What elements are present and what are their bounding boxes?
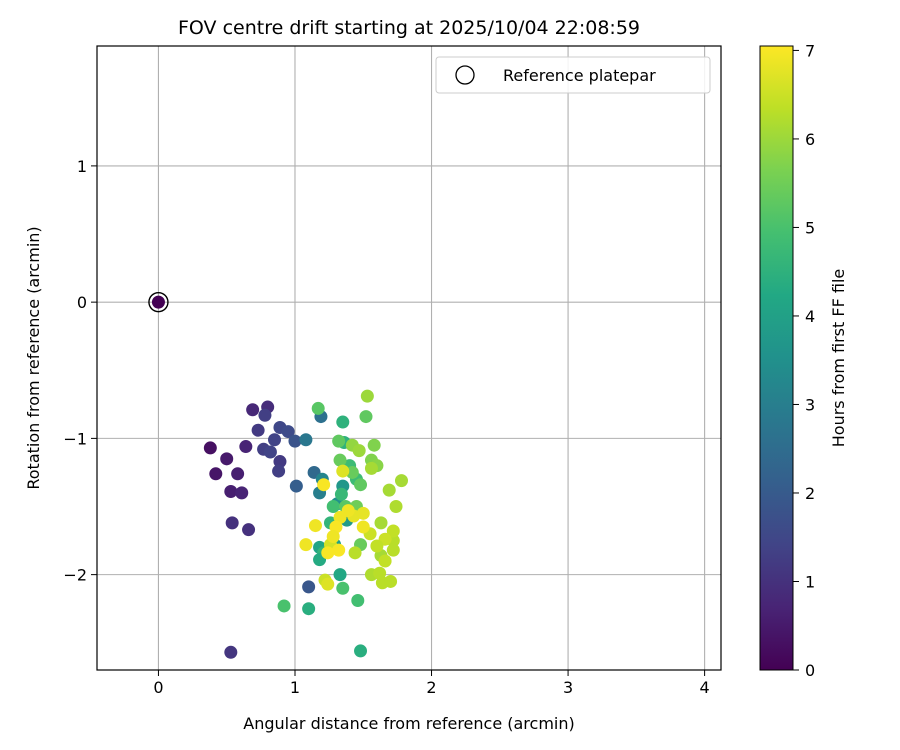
data-point xyxy=(370,539,384,553)
colorbar-tick-label: 3 xyxy=(805,395,815,414)
data-point xyxy=(203,441,217,455)
data-point xyxy=(373,566,387,580)
data-point xyxy=(235,486,249,500)
data-point xyxy=(384,574,398,588)
data-point xyxy=(289,479,303,493)
colorbar-tick-label: 0 xyxy=(805,661,815,680)
data-point xyxy=(246,403,260,417)
y-tick-label: −1 xyxy=(63,429,87,448)
x-tick-label: 4 xyxy=(700,678,710,697)
colorbar-tick-label: 2 xyxy=(805,484,815,503)
data-point xyxy=(333,568,347,582)
data-point xyxy=(336,581,350,595)
data-point xyxy=(251,423,265,437)
data-point xyxy=(231,467,245,481)
data-point xyxy=(272,464,286,478)
data-point xyxy=(308,519,322,533)
grid-layer xyxy=(97,46,721,670)
colorbar-gradient xyxy=(759,45,794,671)
y-axis-label: Rotation from reference (arcmin) xyxy=(24,226,43,489)
data-point xyxy=(332,543,346,557)
chart-title: FOV centre drift starting at 2025/10/04 … xyxy=(178,17,640,39)
data-point xyxy=(224,485,238,499)
data-point xyxy=(299,433,313,447)
x-tick-label: 3 xyxy=(563,678,573,697)
data-point xyxy=(311,401,325,415)
data-point xyxy=(281,425,295,439)
data-point xyxy=(224,645,238,659)
data-point xyxy=(360,389,374,403)
y-tick-label: 0 xyxy=(77,293,87,312)
colorbar-tick-label: 7 xyxy=(805,41,815,60)
y-tick-label: 1 xyxy=(77,157,87,176)
legend-label: Reference platepar xyxy=(503,66,656,85)
data-point xyxy=(302,580,316,594)
data-point xyxy=(332,434,346,448)
legend-marker-icon xyxy=(455,65,475,85)
colorbar-tick-label: 1 xyxy=(805,572,815,591)
data-point xyxy=(367,438,381,452)
colorbar: 0 1 2 3 4 5 6 7 Hours from first FF file xyxy=(759,41,848,680)
data-point xyxy=(386,543,400,557)
data-point xyxy=(263,445,277,459)
data-point xyxy=(378,554,392,568)
data-point xyxy=(321,577,335,591)
data-point xyxy=(354,478,368,492)
data-point xyxy=(359,410,373,424)
data-point xyxy=(336,464,350,478)
data-point xyxy=(389,500,403,514)
data-point xyxy=(348,546,362,560)
data-point xyxy=(225,516,239,530)
data-point xyxy=(268,433,282,447)
data-point xyxy=(326,500,340,514)
data-point xyxy=(374,516,388,530)
legend: Reference platepar xyxy=(435,56,711,94)
data-point xyxy=(356,520,370,534)
x-axis-label: Angular distance from reference (arcmin) xyxy=(243,714,574,733)
data-point xyxy=(321,546,335,560)
data-point xyxy=(354,644,368,658)
data-point xyxy=(334,487,348,501)
data-point xyxy=(386,524,400,538)
data-point xyxy=(258,408,272,422)
x-tick-label: 1 xyxy=(290,678,300,697)
colorbar-tick-label: 5 xyxy=(805,218,815,237)
data-point xyxy=(382,483,396,497)
colorbar-ticks: 0 1 2 3 4 5 6 7 xyxy=(793,41,815,680)
reference-platepar-marker xyxy=(148,291,169,313)
data-point xyxy=(351,594,365,608)
data-point xyxy=(345,465,359,479)
data-point xyxy=(356,506,370,520)
data-point xyxy=(299,538,313,552)
colorbar-label: Hours from first FF file xyxy=(829,269,848,448)
data-point xyxy=(277,599,291,613)
data-point xyxy=(333,453,347,467)
colorbar-tick-label: 4 xyxy=(805,307,815,326)
x-tick-label: 2 xyxy=(426,678,436,697)
data-point xyxy=(352,444,366,458)
data-point xyxy=(317,478,331,492)
data-point xyxy=(302,602,316,616)
data-point xyxy=(209,467,223,481)
legend-box xyxy=(435,56,711,94)
plot-frame xyxy=(96,45,722,671)
data-point xyxy=(242,523,256,537)
points-layer xyxy=(148,291,408,659)
y-tick-label: −2 xyxy=(63,566,87,585)
data-point xyxy=(273,455,287,469)
data-point xyxy=(288,434,302,448)
data-point xyxy=(364,461,378,475)
ticks-layer: 0 1 2 3 4 −2 −1 0 1 xyxy=(63,157,709,697)
x-tick-label: 0 xyxy=(153,678,163,697)
data-point xyxy=(239,440,253,454)
data-point xyxy=(394,474,408,488)
data-point xyxy=(326,529,340,543)
reference-data-point xyxy=(151,295,165,309)
colorbar-tick-label: 6 xyxy=(805,130,815,149)
data-point xyxy=(220,452,234,466)
data-point xyxy=(336,415,350,429)
